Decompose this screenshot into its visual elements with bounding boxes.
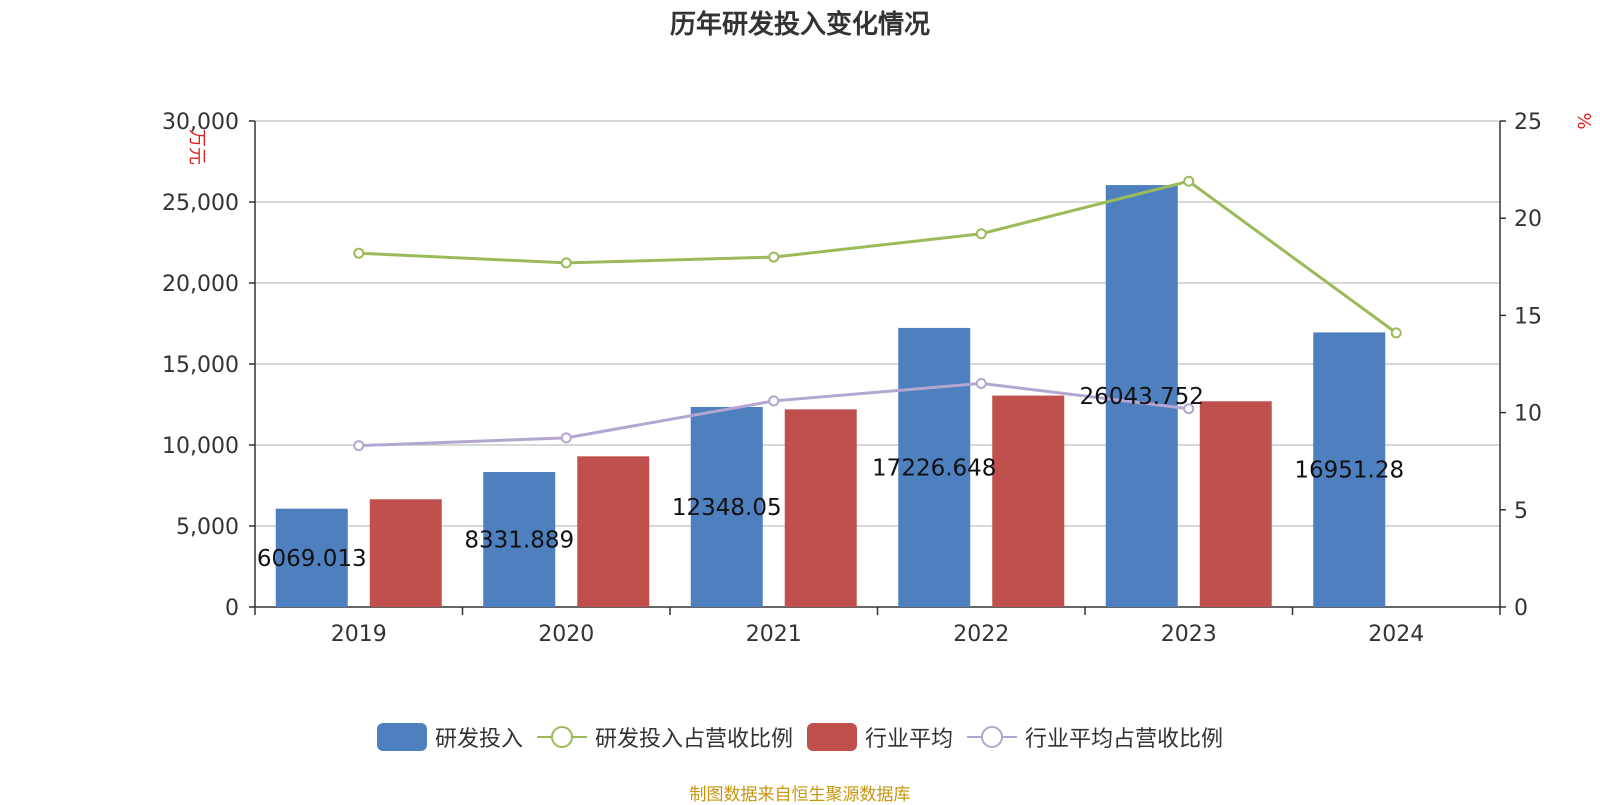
legend-label-rd-ratio: 研发投入占营收比例: [594, 727, 793, 752]
bar: [1313, 332, 1386, 607]
y-right-tick-label: 20: [1514, 207, 1542, 232]
x-tick-label: 2024: [1368, 622, 1424, 647]
bar: [992, 395, 1065, 607]
y-left-tick-label: 15,000: [162, 353, 239, 378]
line-point: [560, 257, 572, 269]
line-point: [353, 440, 365, 452]
bar: [690, 406, 763, 607]
legend-swatch-industry-ratio: [967, 726, 1018, 748]
line-point: [1183, 403, 1195, 415]
bar: [483, 472, 556, 607]
line-point: [1183, 175, 1195, 187]
y-left-tick-label: 25,000: [162, 191, 239, 216]
bar: [784, 409, 857, 607]
x-tick-label: 2023: [1161, 622, 1217, 647]
y-right-unit-label: %: [1573, 112, 1594, 129]
chart-title: 历年研发投入变化情况: [669, 10, 930, 40]
line-point: [975, 228, 987, 240]
legend-swatch-rd-ratio: [536, 726, 587, 748]
bar-data-label: 17226.648: [872, 455, 996, 481]
line-point: [975, 377, 987, 389]
y-left-tick-label: 5,000: [176, 515, 239, 540]
y-left-tick-label: 30,000: [162, 110, 239, 135]
y-right-tick-label: 10: [1514, 402, 1542, 427]
legend-item-industry-avg[interactable]: 行业平均: [807, 721, 953, 753]
bar: [1105, 185, 1178, 607]
y-left-tick-label: 20,000: [162, 272, 239, 297]
legend-item-rd-ratio[interactable]: 研发投入占营收比例: [536, 721, 793, 753]
line-point: [353, 247, 365, 259]
bar-data-label: 12348.05: [672, 495, 782, 521]
series-line: [358, 179, 1398, 335]
legend-swatch-rd-investment: [376, 723, 427, 751]
bar: [369, 499, 442, 607]
x-tick-label: 2021: [746, 622, 802, 647]
y-right-tick-label: 0: [1514, 596, 1528, 621]
legend-label-industry-avg: 行业平均: [865, 727, 954, 752]
x-tick-label: 2019: [331, 622, 387, 647]
bar-data-label: 16951.28: [1294, 458, 1404, 484]
y-right-tick-label: 15: [1514, 304, 1542, 329]
bar: [275, 508, 348, 607]
line-point: [768, 395, 780, 407]
y-left-tick-label: 10,000: [162, 434, 239, 459]
x-tick-label: 2022: [953, 622, 1009, 647]
legend-item-industry-ratio[interactable]: 行业平均占营收比例: [967, 721, 1223, 753]
bar: [898, 327, 971, 607]
line-point: [560, 432, 572, 444]
bar: [577, 456, 650, 607]
legend: 研发投入 研发投入占营收比例 行业平均 行业平均占营收比例: [0, 721, 1600, 753]
legend-item-rd-investment[interactable]: 研发投入: [376, 721, 523, 753]
line-point: [1390, 327, 1402, 339]
x-tick-label: 2020: [538, 622, 594, 647]
bar-data-label: 26043.752: [1080, 384, 1204, 410]
legend-label-rd-investment: 研发投入: [434, 727, 523, 752]
y-right-tick-label: 5: [1514, 499, 1528, 524]
bar: [1199, 401, 1272, 607]
legend-swatch-industry-avg: [807, 723, 857, 751]
y-left-tick-label: 0: [225, 596, 239, 621]
bar-data-label: 6069.013: [257, 546, 367, 572]
y-right-tick-label: 25: [1514, 110, 1542, 135]
legend-label-industry-ratio: 行业平均占营收比例: [1025, 727, 1224, 752]
y-left-unit-label: 万元: [186, 129, 207, 165]
source-note: 制图数据来自恒生聚源数据库: [689, 785, 911, 805]
line-point: [768, 251, 780, 263]
bar-data-label: 8331.889: [464, 528, 574, 554]
